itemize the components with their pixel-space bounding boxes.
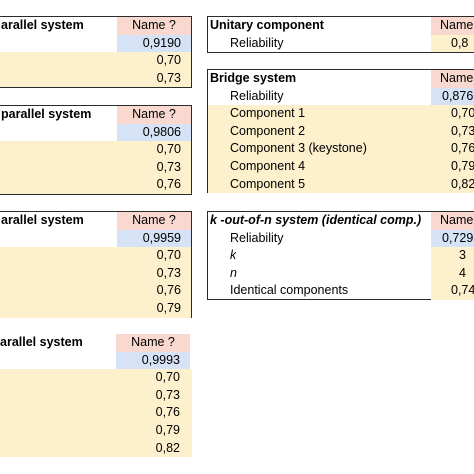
n-label: n	[230, 265, 237, 280]
name-field[interactable]: Name	[431, 17, 474, 35]
reliability-value[interactable]: 0,8	[431, 34, 474, 53]
reliability-label: Reliability	[230, 88, 284, 103]
component-label: Component 3 (keystone)	[230, 141, 367, 156]
block-title: Unitary component	[210, 18, 324, 32]
component-row: 0,70	[0, 247, 191, 265]
k-out-of-n-block: k -out-of-n system (identical comp.) Nam…	[207, 211, 474, 300]
component-row: 0,70	[0, 141, 191, 159]
component-row: 0,73	[0, 69, 191, 88]
reliability-row: Reliability 0,729	[208, 229, 474, 248]
component-value[interactable]: 0,70	[156, 53, 181, 68]
component-value[interactable]: 0,70	[155, 370, 180, 385]
component-value[interactable]: 0,73	[156, 159, 181, 174]
parallel-system-2: arallel system Name ? 0,9190 0,70 0,73	[0, 16, 192, 88]
parallel-system-5: arallel system Name ? 0,9993 0,70 0,73 0…	[0, 334, 192, 458]
component-value[interactable]: 0,79	[155, 423, 180, 437]
component-row: 0,79	[0, 300, 191, 318]
component-row: Component 3 (keystone) 0,76	[208, 140, 474, 158]
reliability-row: Reliability 0,876	[208, 87, 474, 106]
component-value[interactable]: 0,73	[451, 123, 474, 138]
k-row: k 3	[208, 247, 474, 265]
block-title: Bridge system	[210, 71, 297, 85]
block-title: arallel system	[0, 335, 83, 349]
component-row: 0,79	[0, 422, 192, 440]
component-row: 0,70	[0, 52, 191, 70]
block-header: k -out-of-n system (identical comp.) Nam…	[208, 212, 474, 230]
name-field[interactable]: Name ?	[117, 17, 191, 35]
block-header: arallel system Name ?	[0, 17, 191, 35]
k-value[interactable]: 3	[431, 247, 474, 265]
n-row: n 4	[208, 264, 474, 283]
block-title: k -out-of-n system (identical comp.)	[210, 213, 422, 227]
parallel-system-3: parallel system Name ? 0,9806 0,70 0,73 …	[0, 105, 192, 195]
reliability-value: 0,876	[431, 87, 474, 106]
identical-components-label: Identical components	[230, 283, 349, 298]
component-row: 0,76	[0, 282, 191, 300]
k-label: k	[230, 248, 237, 263]
component-row: 0,73	[0, 386, 192, 405]
block-title: parallel system	[1, 107, 92, 121]
block-title: arallel system	[1, 213, 84, 227]
component-row: 0,76	[0, 176, 191, 194]
block-header: arallel system Name ?	[0, 212, 191, 230]
reliability-value: 0,9959	[117, 229, 191, 248]
reliability-value: 0,729	[431, 229, 474, 248]
reliability-row: 0,9993	[0, 351, 192, 370]
component-row: Component 4 0,79	[208, 158, 474, 176]
reliability-row: 0,9959	[0, 229, 191, 248]
block-header: arallel system Name ?	[0, 334, 192, 352]
name-field[interactable]: Name ?	[117, 106, 191, 124]
component-value[interactable]: 0,70	[451, 106, 474, 121]
bridge-system-block: Bridge system Name Reliability 0,876 Com…	[207, 69, 474, 194]
name-field[interactable]: Name ?	[116, 334, 190, 352]
reliability-value: 0,9993	[116, 351, 190, 370]
component-row: 0,73	[0, 264, 191, 283]
reliability-row: Reliability 0,8	[208, 34, 474, 53]
block-header: Unitary component Name	[208, 17, 474, 35]
component-value[interactable]: 0,76	[156, 283, 181, 298]
component-value[interactable]: 0,79	[451, 159, 474, 173]
component-row: Component 5 0,82	[208, 175, 474, 194]
component-label: Component 5	[230, 176, 306, 191]
component-value[interactable]: 0,70	[156, 248, 181, 263]
component-row: 0,82	[0, 439, 192, 458]
component-value[interactable]: 0,79	[156, 301, 181, 315]
name-field[interactable]: Name	[431, 212, 474, 230]
component-label: Component 1	[230, 106, 306, 121]
block-title: arallel system	[1, 18, 84, 32]
block-header: Bridge system Name	[208, 70, 474, 88]
name-field[interactable]: Name ?	[117, 212, 191, 230]
reliability-label: Reliability	[230, 230, 284, 245]
parallel-system-4: arallel system Name ? 0,9959 0,70 0,73 0…	[0, 211, 192, 318]
component-value[interactable]: 0,82	[451, 176, 474, 191]
component-row: 0,73	[0, 158, 191, 177]
n-value[interactable]: 4	[431, 264, 474, 283]
component-value[interactable]: 0,76	[451, 141, 474, 156]
unitary-component-block: Unitary component Name Reliability 0,8	[207, 16, 474, 53]
component-value[interactable]: 0,76	[155, 405, 180, 420]
component-value[interactable]: 0,82	[155, 440, 180, 455]
component-value[interactable]: 0,73	[156, 265, 181, 280]
identical-components-value[interactable]: 0,74	[431, 282, 474, 300]
reliability-value: 0,9806	[117, 123, 191, 142]
component-value[interactable]: 0,76	[156, 177, 181, 192]
component-row: 0,70	[0, 369, 192, 387]
component-label: Component 4	[230, 159, 306, 173]
block-header: parallel system Name ?	[0, 106, 191, 124]
component-value[interactable]: 0,73	[156, 70, 181, 85]
component-label: Component 2	[230, 123, 306, 138]
reliability-row: 0,9806	[0, 123, 191, 142]
component-value[interactable]: 0,73	[155, 387, 180, 402]
component-row: Component 2 0,73	[208, 122, 474, 141]
reliability-row: 0,9190	[0, 34, 191, 53]
name-field[interactable]: Name	[431, 70, 474, 88]
component-value[interactable]: 0,70	[156, 142, 181, 157]
reliability-value: 0,9190	[117, 34, 191, 53]
reliability-label: Reliability	[230, 35, 284, 50]
identical-components-row: Identical components 0,74	[208, 282, 474, 300]
component-row: 0,76	[0, 404, 192, 422]
component-row: Component 1 0,70	[208, 105, 474, 123]
